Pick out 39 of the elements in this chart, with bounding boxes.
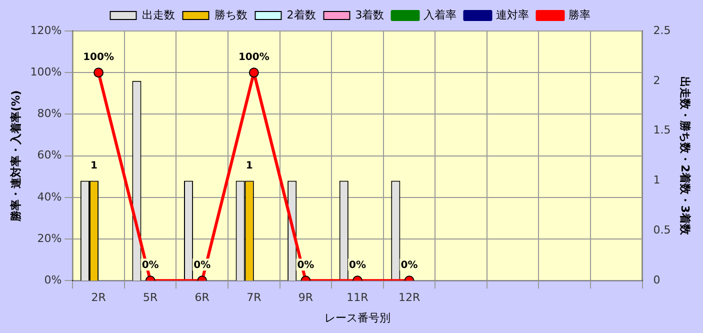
data-label: 1: [90, 160, 98, 172]
data-label: 0%: [142, 260, 159, 272]
x-tick-label: 11R: [346, 291, 369, 304]
y2-tick-label: 0.5: [653, 224, 671, 237]
x-tick-label: 2R: [91, 291, 106, 304]
y2-axis-title: 出走数・勝ち数・2着数・3着数: [678, 76, 692, 236]
data-label: 0%: [194, 260, 211, 272]
legend-label: 出走数: [142, 8, 175, 22]
legend-label: 連対率: [496, 8, 530, 22]
y-tick-label: 80%: [37, 107, 62, 120]
y-tick-label: 40%: [37, 190, 62, 204]
y-tick-label: 0%: [44, 273, 62, 286]
x-tick-label: 7R: [246, 291, 262, 304]
y2-tick-label: 2: [653, 74, 660, 87]
legend-label: 入着率: [424, 8, 457, 22]
x-tick-label: 5R: [143, 291, 158, 304]
data-label: 0%: [348, 260, 366, 272]
y-tick-label: 60%: [37, 148, 62, 162]
y2-tick-label: 2.5: [653, 24, 671, 37]
x-tick-label: 6R: [194, 291, 210, 304]
y-tick-label: 100%: [30, 65, 62, 78]
y2-tick-label: 0: [653, 273, 660, 286]
x-tick-label: 9R: [298, 291, 314, 304]
x-tick-label: 12R: [398, 291, 420, 304]
legend-label: 2着数: [286, 8, 316, 22]
data-label: 100%: [83, 52, 114, 64]
data-label: 0%: [297, 260, 314, 272]
data-label: 0%: [400, 260, 418, 272]
data-label: 100%: [238, 52, 270, 64]
y2-tick-label: 1.5: [653, 124, 671, 137]
legend-label: 勝率: [568, 8, 591, 22]
legend-label: 勝ち数: [214, 8, 248, 22]
y-axis-title: 勝率・連対率・入着率(%): [9, 90, 22, 222]
y2-tick-label: 1: [653, 174, 660, 187]
y-tick-label: 120%: [30, 24, 62, 37]
data-label: 1: [246, 160, 253, 172]
legend-label: 3着数: [355, 8, 384, 22]
y-tick-label: 20%: [37, 232, 62, 245]
x-axis-title: レース番号別: [324, 311, 390, 324]
